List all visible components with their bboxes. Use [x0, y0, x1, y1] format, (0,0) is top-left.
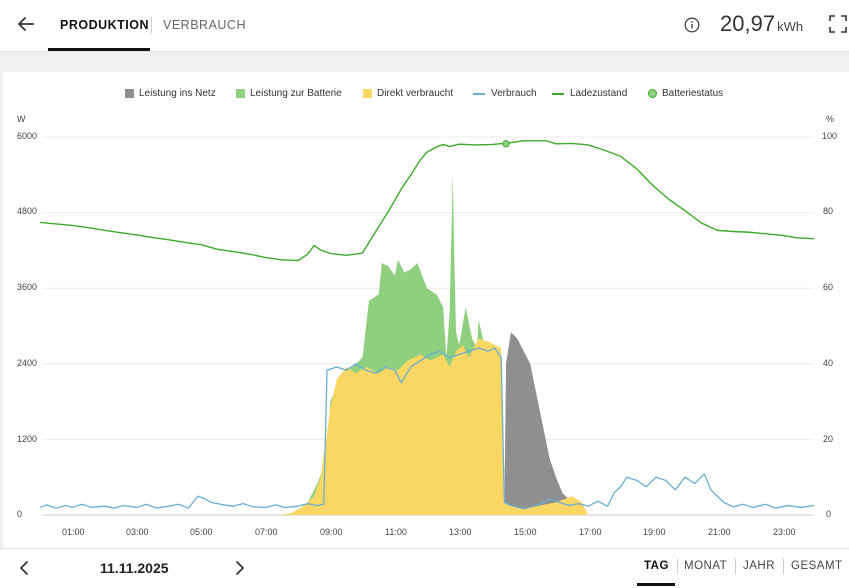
legend-line-verbrauch: [473, 92, 485, 95]
chart-card: [3, 72, 849, 548]
x-tick: 11:00: [385, 527, 407, 537]
legend-netz[interactable]: Leistung ins Netz: [125, 88, 216, 99]
y-right-tick: 0: [826, 509, 832, 519]
y-right-tick: 20: [823, 434, 834, 444]
next-day-icon[interactable]: [230, 559, 248, 577]
date-navigation-bar: 11.11.2025 TAG MONAT JAHR GESAMT: [0, 548, 849, 588]
x-tick: 03:00: [126, 527, 149, 537]
energy-value: 20,97: [720, 11, 776, 36]
period-monat[interactable]: MONAT: [684, 560, 728, 572]
legend-dot-batteriestatus: [648, 89, 657, 98]
period-separator: [783, 559, 784, 574]
period-tag[interactable]: TAG: [644, 560, 669, 572]
y-right-unit: %: [826, 114, 835, 124]
back-arrow-icon[interactable]: [14, 12, 38, 36]
y-left-unit: W: [17, 114, 26, 124]
legend-label: Batteriestatus: [662, 88, 724, 99]
active-tab-indicator: [48, 48, 150, 51]
y-left-tick: 2400: [17, 358, 38, 368]
period-jahr[interactable]: JAHR: [743, 560, 776, 572]
legend-label: Leistung ins Netz: [139, 88, 216, 99]
previous-day-icon[interactable]: [16, 559, 34, 577]
x-tick: 07:00: [255, 527, 278, 537]
legend-label: Direkt verbraucht: [377, 88, 454, 99]
legend-direkt[interactable]: Direkt verbraucht: [363, 88, 453, 99]
legend-line-ladezustand: [552, 92, 564, 95]
y-right-tick: 40: [823, 358, 834, 368]
y-left-tick: 3600: [17, 282, 38, 292]
top-bar: PRODUKTION VERBRAUCH 20,97 kWh: [0, 0, 849, 52]
x-tick: 19:00: [643, 527, 666, 537]
legend-swatch-batterie: [236, 89, 245, 98]
legend-label: Leistung zur Batterie: [250, 88, 342, 99]
x-tick: 01:00: [62, 527, 85, 537]
tab-separator: [151, 17, 152, 33]
legend-batteriestatus[interactable]: Batteriestatus: [648, 88, 723, 99]
x-tick: 05:00: [190, 527, 213, 537]
legend-ladezustand[interactable]: Ladezustand: [552, 88, 627, 99]
energy-unit: kWh: [777, 19, 804, 34]
info-icon[interactable]: [684, 17, 700, 33]
x-tick: 15:00: [514, 527, 537, 537]
x-tick: 23:00: [773, 527, 796, 537]
tab-produktion[interactable]: PRODUKTION: [60, 18, 150, 32]
x-tick: 13:00: [449, 527, 472, 537]
y-left-tick: 6000: [17, 131, 38, 141]
energy-total: 20,97 kWh: [720, 11, 803, 37]
legend-label: Verbrauch: [491, 88, 537, 99]
fullscreen-icon[interactable]: [829, 15, 847, 33]
period-gesamt[interactable]: GESAMT: [791, 560, 843, 572]
y-left-tick: 1200: [17, 434, 38, 444]
legend-swatch-netz: [125, 89, 134, 98]
period-separator: [735, 559, 736, 574]
x-tick: 21:00: [708, 527, 731, 537]
x-tick: 17:00: [579, 527, 602, 537]
legend-verbrauch[interactable]: Verbrauch: [473, 88, 537, 99]
legend-batterie[interactable]: Leistung zur Batterie: [236, 88, 342, 99]
y-right-tick: 100: [822, 131, 838, 141]
y-left-tick: 0: [17, 509, 23, 519]
selected-date[interactable]: 11.11.2025: [100, 560, 169, 576]
legend-label: Ladezustand: [570, 88, 628, 99]
active-period-indicator: [637, 583, 675, 586]
legend-swatch-direkt: [363, 89, 372, 98]
x-tick: 09:00: [320, 527, 343, 537]
tab-verbrauch[interactable]: VERBRAUCH: [163, 18, 246, 32]
y-right-tick: 60: [823, 282, 834, 292]
period-separator: [677, 559, 678, 574]
y-right-tick: 80: [823, 206, 834, 216]
y-left-tick: 4800: [17, 206, 38, 216]
